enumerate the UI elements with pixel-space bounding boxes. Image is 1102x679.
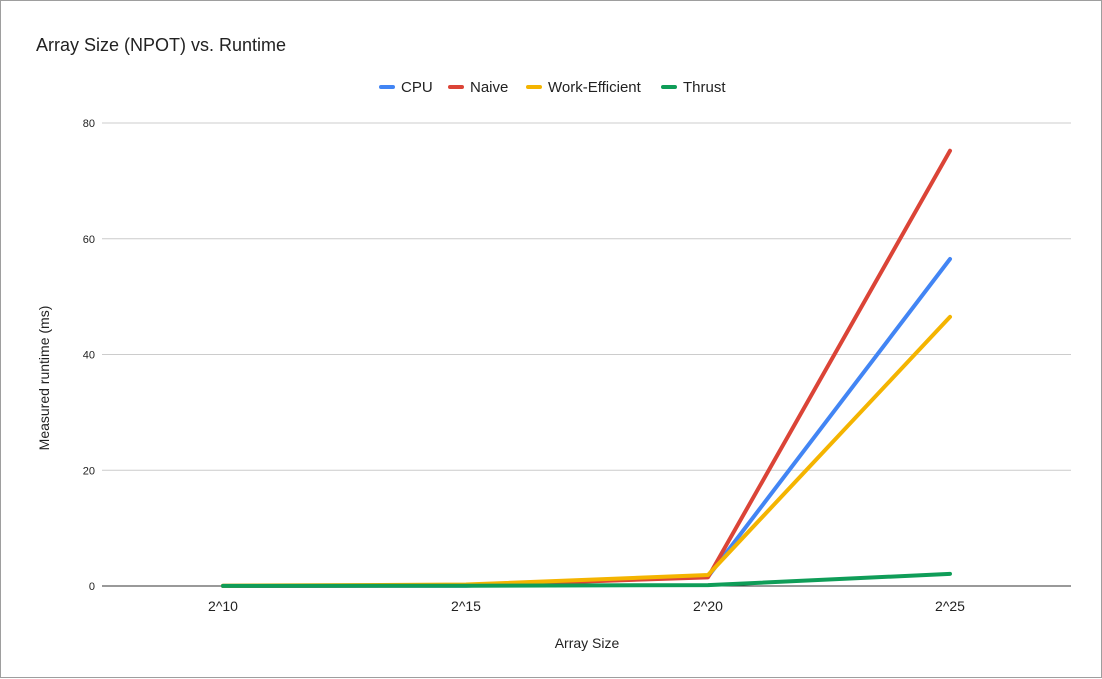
x-axis-label: Array Size (555, 635, 620, 651)
y-tick-label: 60 (83, 234, 95, 246)
chart-title: Array Size (NPOT) vs. Runtime (36, 35, 286, 55)
y-tick-label: 20 (83, 465, 95, 477)
x-tick-label: 2^10 (208, 598, 238, 614)
y-tick-label: 40 (83, 350, 95, 362)
y-axis-label: Measured runtime (ms) (36, 306, 52, 451)
legend-item-label: Thrust (683, 79, 726, 96)
x-tick-label: 2^20 (693, 598, 723, 614)
legend-item-label: Naive (470, 79, 508, 96)
y-axis-ticks: 0 20 40 60 80 (83, 118, 95, 593)
x-tick-label: 2^25 (935, 598, 965, 614)
series-line-naive (221, 148, 952, 588)
series-lines (221, 148, 952, 588)
legend-item-label: CPU (401, 79, 433, 96)
series-line-thrust (221, 571, 952, 588)
y-tick-label: 80 (83, 118, 95, 130)
y-tick-label: 0 (89, 581, 95, 593)
x-axis-ticks: 2^10 2^15 2^20 2^25 (208, 598, 965, 614)
legend-item-label: Work-Efficient (548, 79, 642, 96)
x-tick-label: 2^15 (451, 598, 481, 614)
series-line-cpu (221, 257, 952, 588)
series-line-work-efficient (221, 314, 952, 588)
legend: CPU Naive Work-Efficient Thrust (379, 79, 726, 96)
